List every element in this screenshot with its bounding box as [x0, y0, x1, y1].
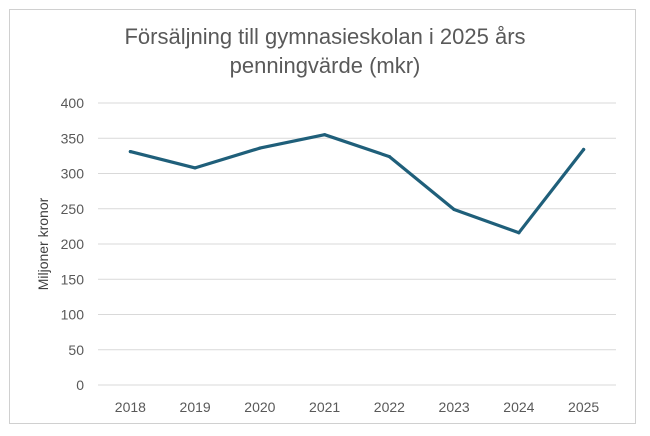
y-tick-label: 100 [61, 307, 85, 323]
data-point [387, 154, 391, 159]
data-point [128, 150, 132, 154]
x-tick-label: 2019 [180, 399, 211, 415]
y-tick-label: 0 [76, 377, 84, 393]
y-tick-label: 150 [61, 271, 85, 287]
x-tick-label: 2024 [503, 399, 534, 415]
y-axis-title: Miljoner kronor [35, 197, 51, 290]
y-tick-label: 350 [61, 130, 85, 146]
x-tick-label: 2021 [309, 399, 340, 415]
chart-title-line-2: penningvärde (mkr) [229, 53, 421, 78]
chart-title-line-1: Försäljning till gymnasieskolan i 2025 å… [124, 24, 526, 49]
data-point [582, 147, 586, 152]
x-axis-tick-labels: 2018 2019 2020 2021 2022 2023 2024 2025 [115, 399, 600, 415]
data-point [258, 146, 262, 150]
y-tick-label: 300 [61, 166, 85, 182]
x-tick-label: 2018 [115, 399, 146, 415]
x-tick-label: 2025 [568, 399, 599, 415]
data-point [323, 133, 327, 137]
data-point [193, 166, 197, 170]
y-tick-label: 400 [61, 95, 85, 111]
y-axis-tick-labels: 0 50 100 150 200 250 300 350 400 [61, 95, 85, 393]
y-tick-label: 50 [68, 342, 84, 358]
gridlines [98, 102, 616, 386]
series-line [128, 133, 586, 235]
data-point [517, 231, 521, 235]
x-tick-label: 2023 [439, 399, 470, 415]
data-point [452, 207, 456, 212]
chart-title: Försäljning till gymnasieskolan i 2025 å… [0, 22, 650, 80]
y-tick-label: 200 [61, 236, 85, 252]
x-tick-label: 2022 [374, 399, 405, 415]
y-tick-label: 250 [61, 201, 85, 217]
series-layer [128, 133, 586, 235]
x-tick-label: 2020 [244, 399, 275, 415]
